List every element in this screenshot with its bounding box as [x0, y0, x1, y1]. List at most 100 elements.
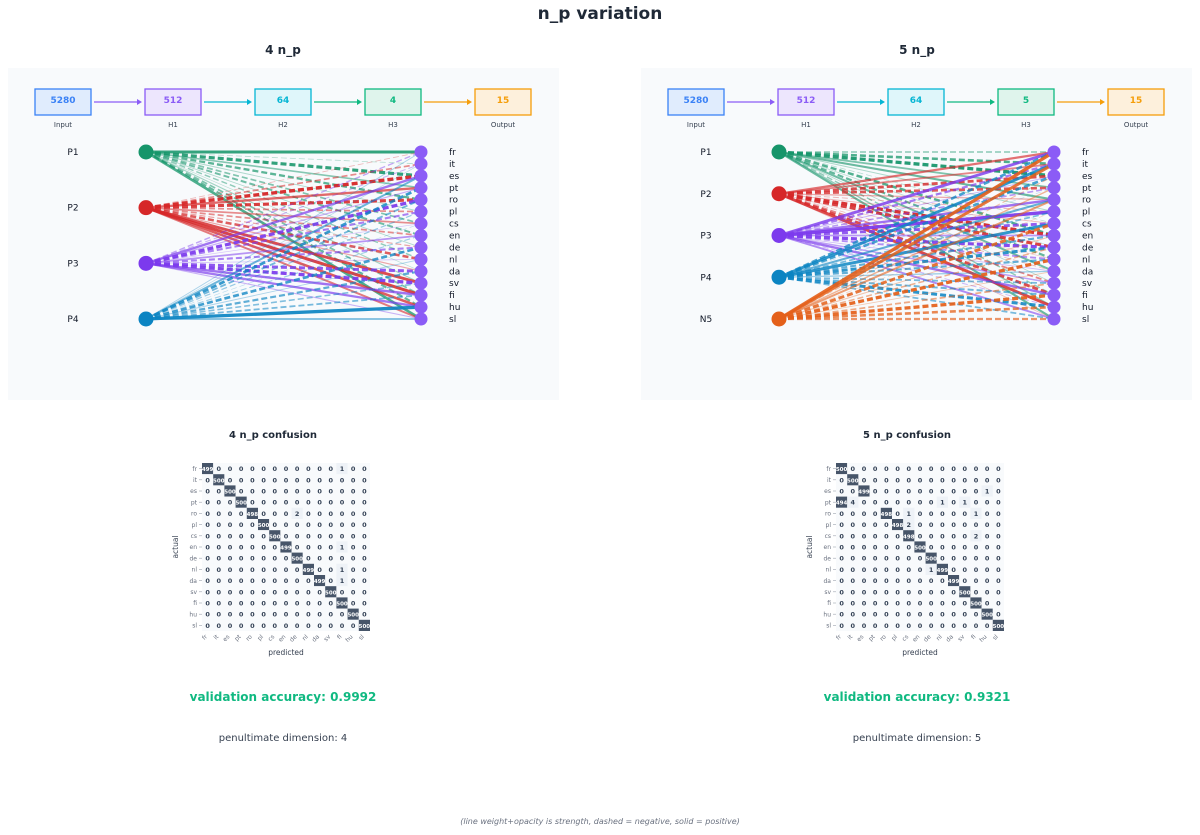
col-tick-it: it [212, 633, 220, 641]
layer-box-h3 [997, 88, 1055, 116]
cell-value-en-sl: 0 [996, 544, 1001, 552]
cell-value-es-pl: 0 [261, 488, 266, 496]
cell-value-it-pt: 0 [873, 476, 878, 484]
cell-value-sl-ro: 0 [250, 622, 255, 630]
cell-da-en [914, 575, 926, 587]
language-label-sl: sl [1082, 315, 1089, 325]
cell-sl-pt [235, 619, 247, 631]
cell-sl-sv [959, 619, 971, 631]
connection-p3-fi [778, 234, 1055, 297]
prototype-label-p2: P2 [700, 190, 711, 200]
cell-value-pt-es: 0 [228, 499, 233, 507]
cell-value-ro-fi: 0 [340, 510, 345, 518]
cell-sv-en [914, 586, 926, 598]
cell-value-nl-fr: 0 [839, 566, 844, 574]
cell-value-fr-fi: 0 [974, 465, 979, 473]
cell-value-pl-es: 0 [862, 521, 867, 529]
prototype-label-p4: P4 [700, 273, 711, 283]
cell-it-it [213, 474, 225, 486]
cell-fr-cs [903, 463, 915, 475]
language-label-fi: fi [449, 291, 455, 301]
cell-value-cs-de: 0 [929, 532, 934, 540]
cell-de-sl [358, 552, 370, 564]
cell-nl-da [948, 563, 960, 575]
language-node-fi [414, 288, 428, 302]
cell-nl-fr [202, 563, 214, 575]
cell-value-sv-de: 0 [929, 588, 934, 596]
cell-value-fi-it: 0 [851, 600, 856, 608]
cell-pl-fi [336, 519, 348, 531]
col-tick-es: es [856, 633, 866, 643]
cell-cs-ro [880, 530, 892, 542]
cell-value-fi-fi: 500 [970, 602, 982, 608]
cell-it-en [914, 474, 926, 486]
cell-fr-es [224, 463, 236, 475]
col-tick-en: en [277, 633, 287, 643]
cell-value-cs-sv: 0 [963, 532, 968, 540]
language-node-cs [1047, 217, 1061, 231]
row-tick-it: it [827, 477, 832, 484]
connection-p4-en [778, 234, 1055, 279]
cell-value-fr-es: 0 [228, 465, 233, 473]
connection-n5-sv [778, 282, 1055, 320]
cell-value-pl-sv: 0 [329, 521, 334, 529]
cell-value-fr-pl: 0 [261, 465, 266, 473]
cell-nl-it [847, 563, 859, 575]
cell-es-sl [992, 485, 1004, 497]
panel-title-4np: 4 n_p [265, 43, 301, 57]
cell-fi-es [858, 597, 870, 609]
cell-sl-es [224, 619, 236, 631]
connection-n5-ro [778, 198, 1055, 320]
language-node-pl [1047, 205, 1061, 219]
cell-value-cs-sl: 0 [996, 532, 1001, 540]
cell-value-sl-es: 0 [862, 622, 867, 630]
language-node-nl [1047, 252, 1061, 266]
cell-value-it-da: 0 [317, 476, 322, 484]
cell-it-pl [892, 474, 904, 486]
cell-value-nl-hu: 0 [351, 566, 356, 574]
cell-value-sl-nl: 0 [940, 622, 945, 630]
cell-hu-ro [246, 608, 258, 620]
cell-pt-it [213, 496, 225, 508]
cell-sl-fi [336, 619, 348, 631]
connection-p3-cs [778, 222, 1055, 237]
cell-cs-fi [336, 530, 348, 542]
prototype-label-p1: P1 [67, 148, 78, 158]
cell-cs-fi [970, 530, 982, 542]
cell-nl-nl [302, 563, 314, 575]
cell-value-ro-fr: 0 [205, 510, 210, 518]
cell-de-ro [880, 552, 892, 564]
language-node-pt [1047, 181, 1061, 195]
cell-sl-hu [347, 619, 359, 631]
connection-p2-da [778, 193, 1055, 272]
layer-value-input: 5280 [50, 96, 75, 106]
connection-n5-pl [778, 211, 1055, 320]
cell-value-sl-hu: 0 [985, 622, 990, 630]
cell-value-pl-de: 0 [295, 521, 300, 529]
cell-en-sl [358, 541, 370, 553]
cell-value-cs-es: 0 [228, 532, 233, 540]
cell-value-es-da: 0 [951, 488, 956, 496]
cell-hu-fr [836, 608, 848, 620]
cell-value-it-pl: 0 [895, 476, 900, 484]
cell-fr-pt [235, 463, 247, 475]
cell-value-ro-de: 0 [929, 510, 934, 518]
cell-it-it [847, 474, 859, 486]
cell-fi-pl [892, 597, 904, 609]
cell-de-pt [869, 552, 881, 564]
cell-en-fi [336, 541, 348, 553]
connection-p4-sv [778, 276, 1055, 285]
cell-fi-cs [903, 597, 915, 609]
cell-value-pt-pt: 500 [235, 501, 247, 507]
col-tick-hu: hu [344, 633, 354, 643]
cell-sl-en [914, 619, 926, 631]
cell-fr-fi [336, 463, 348, 475]
cell-value-es-pl: 0 [895, 488, 900, 496]
cell-sv-sv [325, 586, 337, 598]
cell-value-sl-sv: 0 [963, 622, 968, 630]
cell-da-pl [892, 575, 904, 587]
cell-hu-sv [959, 608, 971, 620]
connection-p4-hu [778, 275, 1055, 309]
cell-value-en-hu: 0 [351, 544, 356, 552]
layer-label-h1: H1 [801, 121, 811, 129]
